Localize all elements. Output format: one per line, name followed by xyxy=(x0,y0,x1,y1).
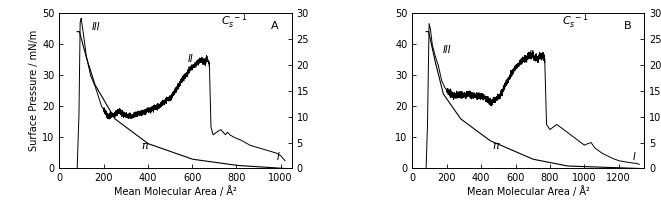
Text: $C_s^{\ -1}$: $C_s^{\ -1}$ xyxy=(221,11,248,31)
Text: III: III xyxy=(442,45,451,55)
Text: $\pi$: $\pi$ xyxy=(492,141,501,151)
Text: $C_s^{\ -1}$: $C_s^{\ -1}$ xyxy=(562,11,589,31)
Text: A: A xyxy=(271,21,278,31)
Text: II: II xyxy=(188,54,194,64)
Text: II: II xyxy=(529,50,535,60)
Text: I: I xyxy=(277,152,280,162)
Y-axis label: Surface Pressure / mN/m: Surface Pressure / mN/m xyxy=(30,30,40,151)
Text: I: I xyxy=(633,152,636,162)
Text: $\pi$: $\pi$ xyxy=(141,141,150,151)
X-axis label: Mean Molecular Area / Å²: Mean Molecular Area / Å² xyxy=(467,186,590,197)
Text: III: III xyxy=(93,22,101,32)
Text: B: B xyxy=(623,21,631,31)
X-axis label: Mean Molecular Area / Å²: Mean Molecular Area / Å² xyxy=(114,186,237,197)
